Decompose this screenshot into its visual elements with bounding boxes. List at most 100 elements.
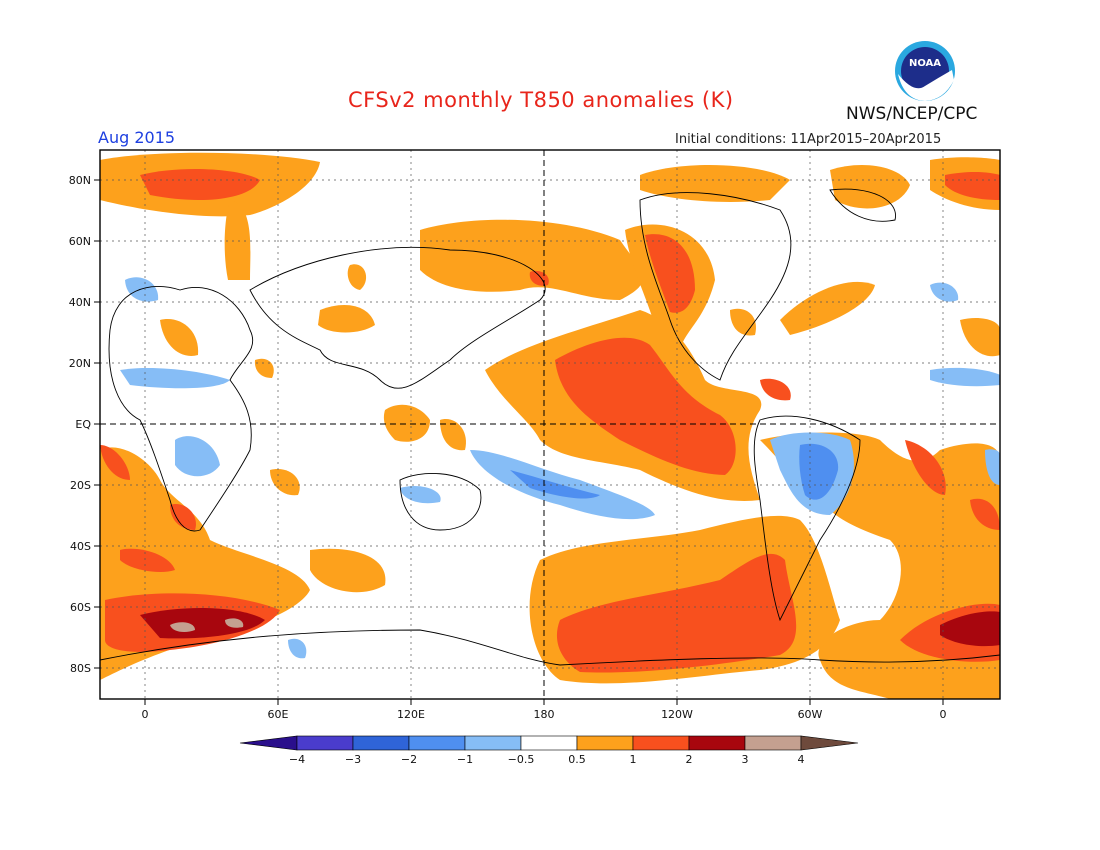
anomaly-region [905, 440, 946, 495]
lon-label: 60E [268, 708, 289, 721]
anomaly-region [970, 498, 1000, 530]
initial-conditions: Initial conditions: 11Apr2015–20Apr2015 [675, 132, 942, 147]
anomaly-region [160, 319, 199, 356]
south-america-outline [753, 415, 861, 622]
colorbar-arrow-high [800, 735, 859, 751]
colorbar-segment [296, 735, 354, 751]
anomaly-region [347, 264, 367, 290]
anomaly-region [400, 485, 441, 504]
anomaly-region [120, 548, 175, 572]
anomaly-region [930, 282, 959, 302]
lon-label: 180 [534, 708, 555, 721]
anomaly-region [170, 622, 195, 633]
colorbar-segment [464, 735, 522, 751]
lat-label: 20N [69, 357, 91, 370]
anomaly-region [760, 378, 791, 401]
anomaly-region [100, 445, 130, 480]
month-label: Aug 2015 [98, 128, 176, 147]
anomaly-region [555, 337, 736, 475]
map-title: CFSv2 monthly T850 anomalies (K) [348, 88, 734, 112]
colorbar-segment [576, 735, 634, 751]
anomaly-region [799, 443, 839, 500]
lat-label: 60S [70, 601, 91, 614]
anomaly-region [224, 200, 251, 280]
colorbar-label: −1 [457, 753, 473, 766]
axis-ticks [94, 179, 944, 705]
lat-label: 80N [69, 174, 91, 187]
anomaly-region [645, 234, 695, 313]
anomaly-region [318, 305, 375, 333]
anomaly-region [254, 358, 274, 378]
colorbar-label: 4 [798, 753, 805, 766]
anomaly-region [510, 470, 600, 499]
colorbar-segment [408, 735, 466, 751]
anomaly-region [640, 164, 790, 202]
lon-label: 0 [940, 708, 947, 721]
lon-label: 60W [798, 708, 823, 721]
anomaly-region [140, 168, 260, 200]
lon-labels: 0 60E 120E 180 120W 60W 0 [142, 708, 947, 721]
north-america-outline [639, 192, 792, 381]
colorbar-label: 2 [686, 753, 693, 766]
anomaly-region [830, 165, 910, 209]
colorbar-segment [632, 735, 690, 751]
colorbar-label: −0.5 [508, 753, 535, 766]
anomaly-region [930, 367, 1000, 387]
org-label: NWS/NCEP/CPC [846, 104, 978, 124]
asia-outline [249, 246, 546, 389]
lat-label: 20S [70, 479, 91, 492]
colorbar-segment [744, 735, 802, 751]
anomaly-region [420, 219, 644, 300]
colorbar-segment [688, 735, 746, 751]
anomaly-region [170, 504, 196, 530]
noaa-logo: NOAA [895, 41, 955, 101]
colorbar-label: −2 [401, 753, 417, 766]
lat-labels: 80N 60N 40N 20N EQ 20S 40S 60S 80S [69, 174, 92, 675]
anomaly-region [288, 638, 307, 659]
lat-label: 40N [69, 296, 91, 309]
colorbar-label: 1 [630, 753, 637, 766]
anomaly-region [125, 277, 159, 302]
colorbar-label: −4 [289, 753, 305, 766]
lat-label: EQ [75, 418, 91, 431]
anomaly-region [985, 449, 1000, 485]
logo-text: NOAA [909, 58, 941, 69]
colorbar-label: 0.5 [568, 753, 586, 766]
anomaly-region [175, 436, 220, 477]
anomaly-region [383, 404, 430, 442]
anomaly-region [140, 608, 265, 639]
anomaly-region [120, 368, 230, 389]
anomaly-region [310, 548, 386, 593]
graticule [100, 150, 1000, 699]
colorbar-arrow-low [239, 735, 298, 751]
coastlines [100, 188, 1000, 666]
equator-dateline [100, 150, 1000, 699]
greenland-outline [829, 188, 896, 222]
anomaly-region [470, 450, 655, 520]
anomaly-region [960, 318, 1000, 357]
anomaly-region [440, 419, 466, 451]
anomaly-region [940, 611, 1000, 647]
anomaly-region [945, 171, 1000, 200]
colorbar [239, 735, 859, 751]
anomaly-shading [100, 152, 1000, 699]
colorbar-label: −3 [345, 753, 361, 766]
lat-label: 40S [70, 540, 91, 553]
anomaly-region [270, 469, 300, 496]
africa-outline [108, 286, 254, 532]
anomaly-region [780, 281, 875, 335]
anomaly-region [730, 308, 756, 336]
lon-label: 120W [661, 708, 693, 721]
colorbar-label: 3 [742, 753, 749, 766]
colorbar-labels: −4 −3 −2 −1 −0.5 0.5 1 2 3 4 [289, 753, 805, 766]
antarctica-outline [100, 629, 1000, 666]
colorbar-segment [520, 735, 578, 751]
anomaly-region [225, 618, 244, 628]
lon-label: 0 [142, 708, 149, 721]
anomaly-region [556, 553, 797, 673]
lat-label: 80S [70, 662, 91, 675]
lon-label: 120E [397, 708, 425, 721]
australia-outline [399, 472, 482, 531]
colorbar-segment [352, 735, 410, 751]
